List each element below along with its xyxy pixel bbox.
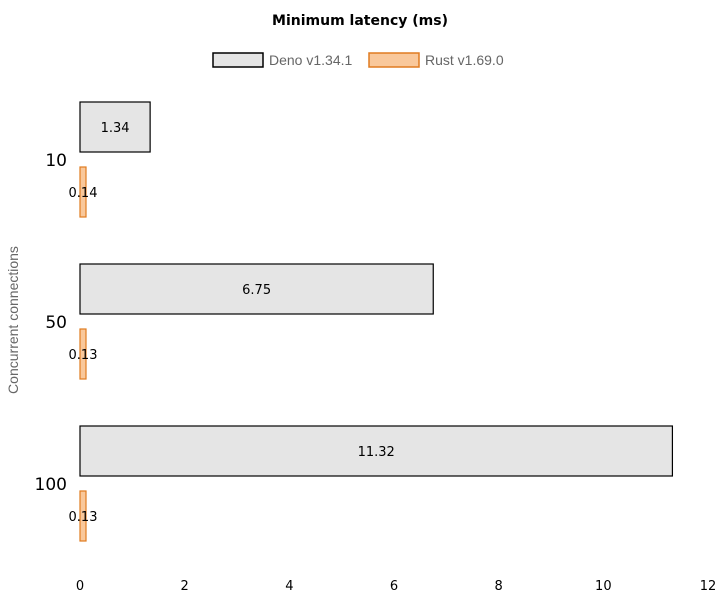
x-tick-label: 12 <box>700 579 717 594</box>
y-tick-labels: 10 50 100 <box>35 151 67 495</box>
data-label: 6.75 <box>242 283 271 298</box>
y-tick-label: 10 <box>45 151 67 171</box>
bar <box>79 490 87 542</box>
y-tick-label: 50 <box>45 313 67 333</box>
x-tick-labels: 0 2 4 6 8 10 12 <box>76 579 716 594</box>
x-tick-label: 2 <box>181 579 189 594</box>
x-tick-label: 10 <box>595 579 612 594</box>
legend-label: Deno v1.34.1 <box>269 52 352 68</box>
y-axis-label: Concurrent connections <box>5 246 21 394</box>
bar <box>79 425 674 477</box>
data-label: 11.32 <box>358 445 395 460</box>
legend-swatch <box>212 52 264 68</box>
x-tick-label: 4 <box>285 579 293 594</box>
bar <box>79 263 434 315</box>
x-tick-label: 8 <box>495 579 503 594</box>
legend-swatch <box>368 52 420 68</box>
x-tick-label: 6 <box>390 579 398 594</box>
x-tick-label: 0 <box>76 579 84 594</box>
y-tick-label: 100 <box>35 475 67 495</box>
bar <box>79 101 151 153</box>
data-label: 1.34 <box>101 121 130 136</box>
legend: Deno v1.34.1 Rust v1.69.0 <box>212 52 504 68</box>
bars-group: 1.34 0.14 6.75 0.13 11.32 0.13 <box>69 101 674 542</box>
bar <box>79 328 87 380</box>
data-label: 0.14 <box>69 186 98 201</box>
chart-title: Minimum latency (ms) <box>272 13 448 29</box>
data-label: 0.13 <box>69 348 98 363</box>
data-label: 0.13 <box>69 510 98 525</box>
legend-label: Rust v1.69.0 <box>425 52 504 68</box>
bar <box>79 166 87 218</box>
